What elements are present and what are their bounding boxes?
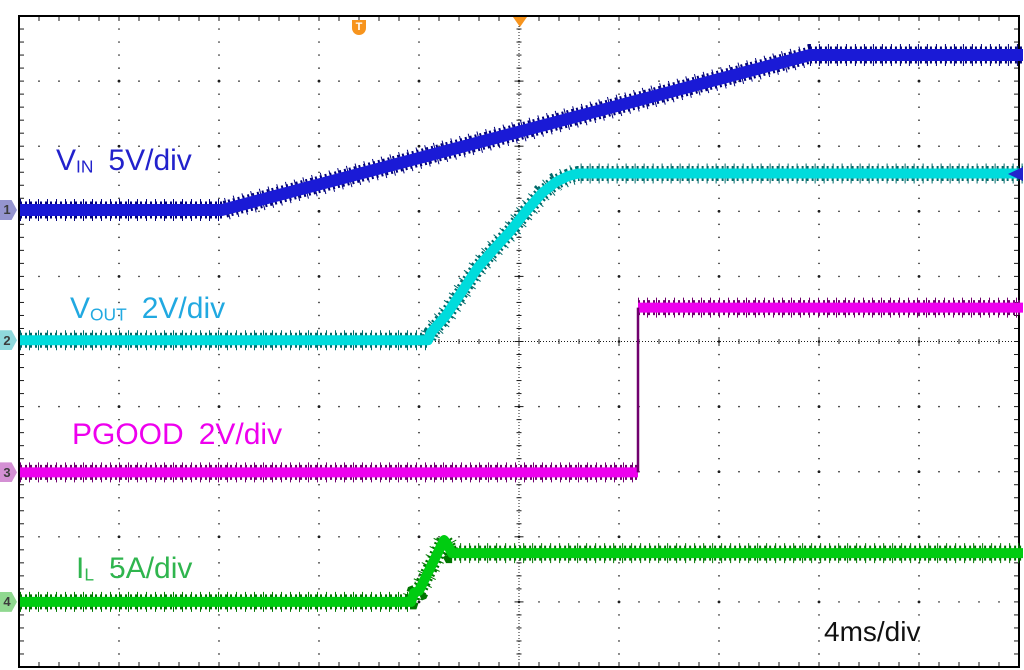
trace-label-vin-scale: 5V/div xyxy=(108,144,192,177)
trace-label-il-main: I xyxy=(76,552,85,585)
trace-label-vin-main: V xyxy=(56,144,77,177)
trace-label-il-sub: L xyxy=(84,564,95,585)
trace-label-vin: VIN 5V/div xyxy=(56,146,192,176)
trace-label-vin-sub: IN xyxy=(76,156,94,177)
trace-label-il-scale: 5A/div xyxy=(109,552,193,585)
trace-label-vout-sub: OUT xyxy=(90,304,127,325)
trace-label-vout: VOUT 2V/div xyxy=(70,294,225,324)
channel-3-marker[interactable]: 3 xyxy=(0,462,17,483)
trace-label-il: IL 5A/div xyxy=(76,554,192,584)
channel-4-marker[interactable]: 4 xyxy=(0,591,17,612)
channel-1-marker[interactable]: 1 xyxy=(0,199,17,220)
level-marker-arrow[interactable] xyxy=(1008,167,1023,181)
trace-label-pgood-main: PGOOD xyxy=(72,418,184,451)
trace-label-vout-scale: 2V/div xyxy=(141,292,226,325)
timebase-label: 4ms/div xyxy=(824,616,921,647)
trace-label-pgood-scale: 2V/div xyxy=(198,418,283,451)
trace-label-vout-main: V xyxy=(70,292,91,325)
trigger-source-badge[interactable]: T xyxy=(352,20,366,35)
trace-label-pgood: PGOOD 2V/div xyxy=(72,420,282,450)
trigger-position-marker[interactable] xyxy=(513,17,527,27)
channel-2-marker[interactable]: 2 xyxy=(0,330,17,351)
